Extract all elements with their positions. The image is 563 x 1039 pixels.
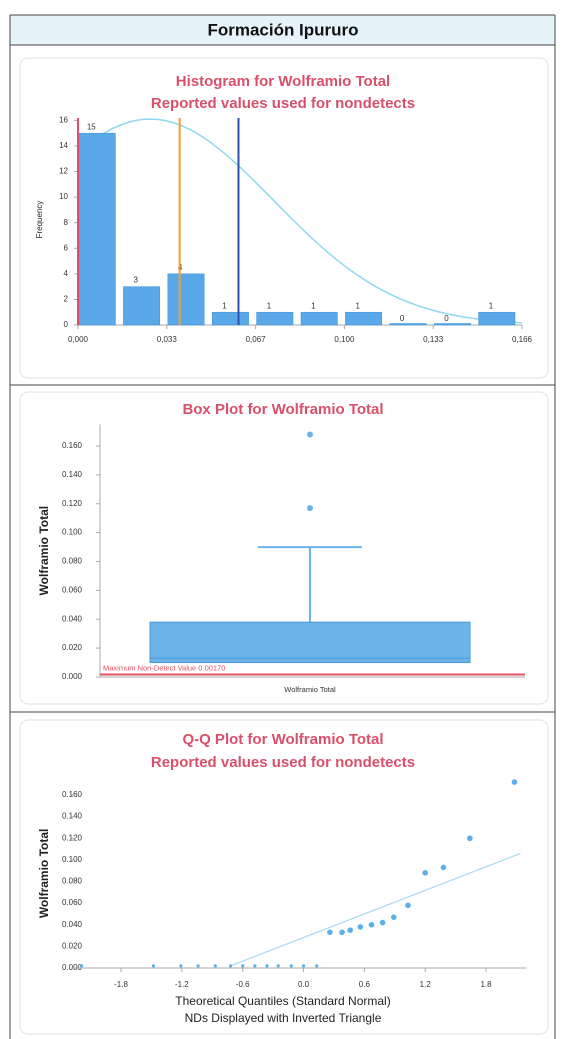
point	[347, 927, 353, 933]
point	[151, 964, 156, 968]
y-tick-label: 16	[59, 116, 68, 125]
x-tick-label: 0,100	[334, 335, 355, 344]
bar-label: 1	[489, 301, 494, 310]
y-tick-label: 0.100	[62, 528, 83, 537]
header-title: Formación Ipururo	[207, 20, 358, 39]
y-tick-label: 0.120	[62, 499, 83, 508]
x-tick-label: 1.2	[420, 980, 432, 989]
point	[339, 929, 345, 936]
y-tick-label: 6	[64, 243, 69, 252]
point	[196, 964, 200, 968]
y-tick-label: 0.080	[62, 557, 83, 566]
y-axis-label: Frequency	[35, 201, 44, 239]
bar-label: 1	[222, 301, 227, 310]
point	[301, 964, 306, 968]
y-tick-label: 0.020	[62, 643, 83, 652]
box	[149, 621, 471, 664]
x-tick-label: 0,166	[512, 335, 533, 344]
x-axis-label: NDs Displayed with Inverted Triangle	[185, 1011, 382, 1025]
point	[289, 964, 293, 968]
point	[511, 779, 518, 785]
y-tick-label: 0.000	[62, 672, 83, 681]
x-tick-label: -1.8	[114, 980, 128, 989]
x-tick-label: -1.2	[175, 980, 189, 989]
x-axis-label: Theoretical Quantiles (Standard Normal)	[175, 994, 390, 1008]
bar-label: 1	[355, 301, 360, 310]
bar	[211, 311, 249, 326]
bar-label: 0	[444, 314, 449, 323]
bar	[300, 311, 338, 326]
bar-label: 0	[400, 314, 405, 323]
x-tick-label: 0,033	[157, 335, 178, 344]
chart-subtitle: Reported values used for nondetects	[151, 754, 415, 771]
bar	[167, 273, 205, 326]
point	[79, 964, 84, 968]
header-band	[10, 15, 555, 45]
chart-subtitle: Reported values used for nondetects	[151, 95, 415, 112]
outlier	[307, 505, 313, 512]
point	[179, 964, 183, 968]
outlier	[307, 431, 313, 438]
fit-curve	[77, 118, 523, 324]
category-label: Wolframio Total	[284, 685, 336, 694]
y-tick-label: 10	[59, 192, 68, 201]
point	[276, 964, 280, 968]
point	[315, 964, 319, 968]
card	[19, 719, 549, 1035]
point	[213, 964, 217, 968]
y-tick-label: 0	[64, 320, 69, 329]
bar	[78, 132, 116, 326]
bar-label: 1	[311, 301, 316, 310]
bar-label: 3	[133, 276, 138, 285]
point	[467, 835, 473, 842]
point	[327, 929, 333, 936]
y-axis-label: Wolframio Total	[37, 829, 51, 919]
threshold-label: Maximum Non-Detect Value 0.00170	[103, 664, 225, 673]
x-tick-label: 1.8	[480, 980, 492, 989]
bar-label: 1	[267, 301, 272, 310]
point	[357, 924, 364, 930]
bar-label: 15	[87, 122, 96, 131]
point	[265, 964, 269, 968]
x-tick-label: 0.6	[359, 980, 371, 989]
point	[228, 964, 233, 968]
y-tick-label: 0.060	[62, 585, 83, 594]
y-tick-label: 12	[59, 167, 68, 176]
x-tick-label: 0.0	[298, 980, 310, 989]
point	[379, 919, 386, 926]
x-tick-label: 0,000	[68, 335, 89, 344]
x-tick-label: 0,133	[423, 335, 444, 344]
y-tick-label: 2	[64, 295, 69, 304]
chart-title: Box Plot for Wolframio Total	[182, 401, 383, 418]
point	[253, 964, 257, 968]
bar	[345, 311, 383, 326]
bar	[256, 311, 294, 326]
y-tick-label: 4	[64, 269, 69, 278]
point	[241, 964, 245, 968]
point	[440, 864, 447, 871]
reference-line	[230, 852, 521, 967]
y-tick-label: 0.140	[62, 470, 83, 479]
point	[405, 902, 411, 909]
chart-title: Q-Q Plot for Wolframio Total	[182, 731, 383, 748]
y-tick-label: 0.160	[62, 441, 83, 450]
point	[368, 921, 375, 928]
point	[422, 870, 429, 876]
y-axis-label: Wolframio Total	[37, 506, 51, 596]
y-tick-label: 8	[64, 218, 69, 227]
bar	[123, 286, 161, 326]
bar	[478, 311, 516, 326]
bar	[433, 323, 471, 326]
x-tick-label: -0.6	[236, 980, 250, 989]
chart-title: Histogram for Wolframio Total	[176, 73, 390, 90]
y-tick-label: 14	[59, 141, 68, 150]
x-tick-label: 0,067	[246, 335, 267, 344]
point	[390, 914, 397, 920]
bar	[389, 323, 427, 326]
y-tick-label: 0.040	[62, 614, 83, 623]
